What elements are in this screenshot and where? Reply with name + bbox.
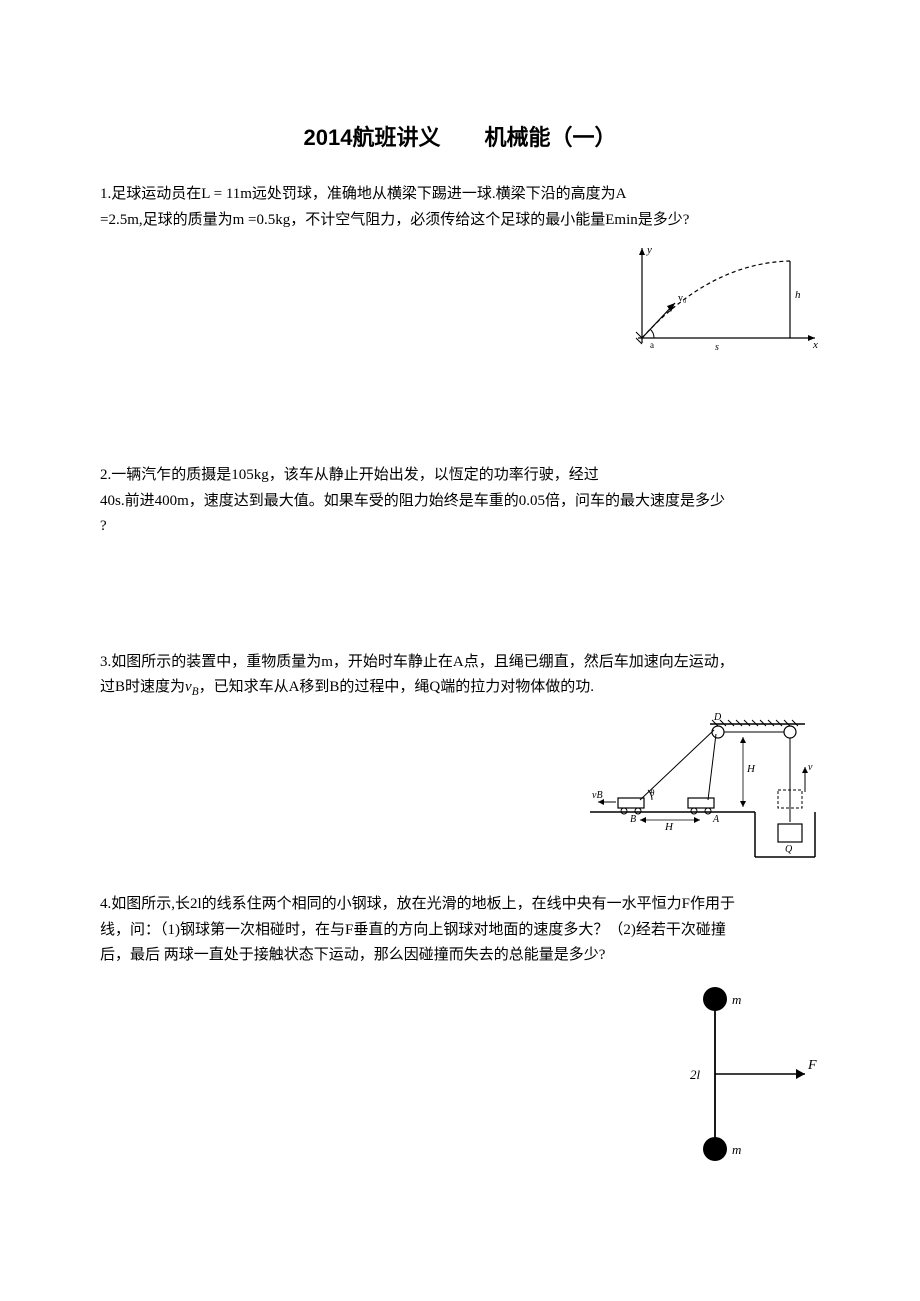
fig3-b-label: B bbox=[630, 814, 636, 825]
fig1-s-label: s bbox=[715, 342, 719, 353]
document-title: 2014航班讲义 机械能（一） bbox=[100, 120, 820, 152]
problem-4: 4.如图所示,长2l的线系住两个相同的小钢球，放在光滑的地板上，在线中央有一水平… bbox=[100, 892, 820, 969]
trajectory-diagram-icon: v₀ a h s x y bbox=[620, 243, 820, 353]
fig1-v0-label: v₀ bbox=[678, 293, 687, 304]
pulley-cart-diagram-icon: D Q H H vB bbox=[580, 712, 820, 862]
fig1-y-label: y bbox=[646, 244, 652, 256]
fig3-theta-label: θ bbox=[650, 788, 655, 798]
fig3-a-label: A bbox=[712, 814, 720, 825]
problem-3-line-2a: 过B时速度为 bbox=[100, 679, 185, 695]
fig4-2l-label: 2l bbox=[690, 1067, 701, 1082]
fig3-d-label: D bbox=[713, 712, 722, 723]
problem-2-line-2: 40s.前进400m，速度达到最大值。如果车受的阻力始终是车重的0.05倍，问车… bbox=[100, 493, 725, 509]
problem-4-line-1: 4.如图所示,长2l的线系住两个相同的小钢球，放在光滑的地板上，在线中央有一水平… bbox=[100, 896, 735, 912]
fig3-vb-label: vB bbox=[592, 790, 603, 801]
problem-1-line-2: =2.5m,足球的质量为m =0.5kg，不计空气阻力，必须传给这个足球的最小能… bbox=[100, 212, 689, 228]
fig4-m1-label: m bbox=[732, 992, 741, 1007]
fig4-f-label: F bbox=[807, 1058, 817, 1073]
problem-3: 3.如图所示的装置中，重物质量为m，开始时车静止在A点，且绳已绷直，然后车加速向… bbox=[100, 650, 820, 703]
problem-3-line-1: 3.如图所示的装置中，重物质量为m，开始时车静止在A点，且绳已绷直，然后车加速向… bbox=[100, 654, 734, 670]
figure-3-row: D Q H H vB bbox=[100, 712, 820, 862]
figure-1-row: v₀ a h s x y bbox=[100, 243, 820, 353]
problem-1-line-1: 1.足球运动员在L = 11m远处罚球，准确地从横梁下踢进一球.横梁下沿的高度为… bbox=[100, 186, 627, 202]
two-ball-string-diagram-icon: m m F 2l bbox=[660, 979, 820, 1169]
fig3-hb-label: H bbox=[664, 821, 674, 833]
problem-2-line-3: ? bbox=[100, 518, 107, 534]
fig1-h-label: h bbox=[795, 289, 801, 301]
problem-2: 2.一辆汽乍的质摄是105kg，该车从静止开始出发，以恆定的功率行驶，经过 40… bbox=[100, 463, 820, 540]
problem-4-line-2: 线，问：（1)钢球第一次相碰时，在与F垂直的方向上钢球对地面的速度多大？（2)经… bbox=[100, 922, 726, 938]
fig3-h-label: H bbox=[746, 763, 756, 775]
problem-3-vb: v bbox=[185, 679, 192, 695]
problem-1: 1.足球运动员在L = 11m远处罚球，准确地从横梁下踢进一球.横梁下沿的高度为… bbox=[100, 182, 820, 233]
fig3-q-label: Q bbox=[785, 844, 793, 855]
problem-3-line-2b: ，已知求车从A移到B的过程中，绳Q端的拉力对物体做的功. bbox=[199, 679, 594, 695]
fig4-m2-label: m bbox=[732, 1142, 741, 1157]
fig1-x-label: x bbox=[812, 339, 818, 351]
fig3-v-label: v bbox=[808, 762, 813, 773]
figure-4-row: m m F 2l bbox=[100, 979, 820, 1169]
problem-3-vb-sub: B bbox=[192, 686, 199, 698]
problem-2-line-1: 2.一辆汽乍的质摄是105kg，该车从静止开始出发，以恆定的功率行驶，经过 bbox=[100, 467, 599, 483]
problem-4-line-3: 后，最后 两球一直处于接触状态下运动，那么因碰撞而失去的总能量是多少? bbox=[100, 947, 605, 963]
fig1-a-label: a bbox=[650, 340, 654, 350]
